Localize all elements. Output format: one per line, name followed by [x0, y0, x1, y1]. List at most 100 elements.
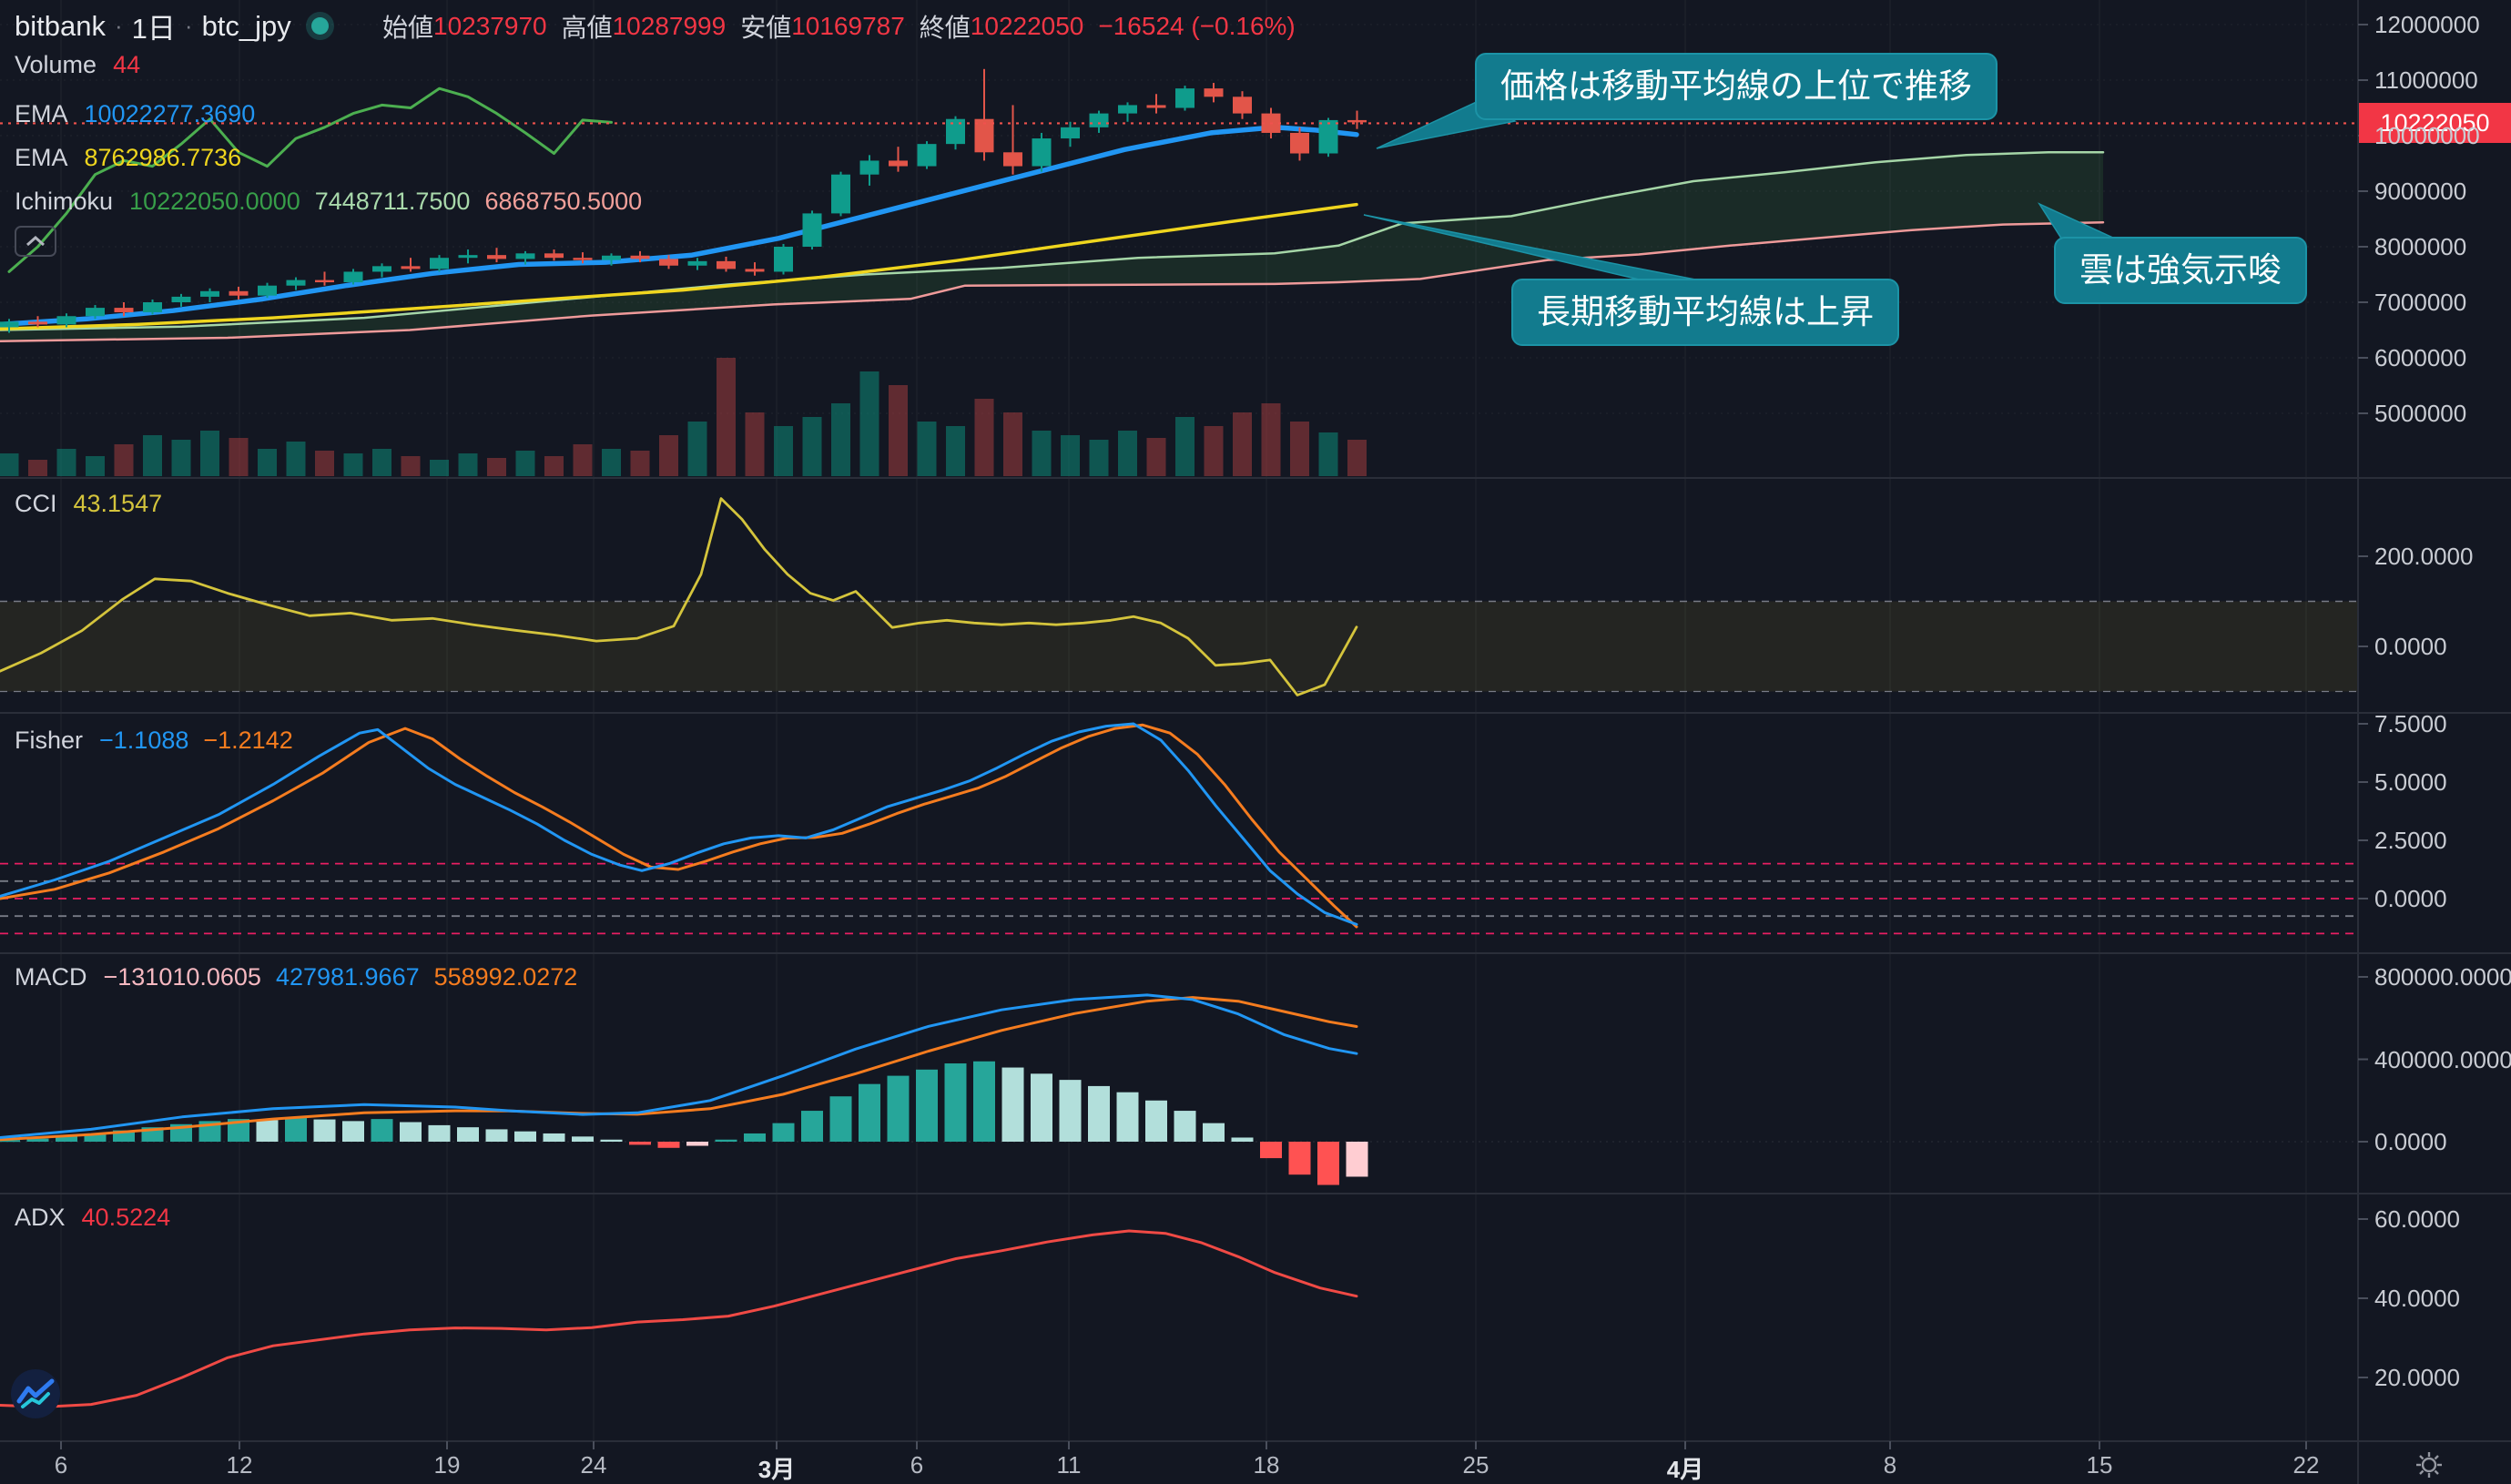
macd-histogram-bar	[572, 1136, 594, 1142]
fisher-trigger-value: −1.2142	[203, 727, 293, 754]
candle-body	[717, 260, 736, 269]
price-axis-label: 5000000	[2374, 400, 2467, 427]
volume-bar	[1290, 422, 1309, 476]
tradingview-logo-icon[interactable]	[11, 1369, 60, 1418]
candle-body	[114, 308, 134, 312]
macd-histogram-bar	[887, 1075, 910, 1142]
macd-signal-value: 558992.0272	[433, 963, 578, 991]
time-axis-label: 6	[910, 1451, 924, 1479]
macd-line	[0, 993, 1358, 1139]
legend-cci[interactable]: CCI 43.1547	[15, 490, 177, 518]
volume-bar	[372, 449, 391, 476]
macd-histogram-bar	[657, 1142, 680, 1148]
macd-histogram-bar	[56, 1136, 77, 1142]
candle-body	[859, 160, 879, 175]
volume-bar	[315, 451, 334, 476]
callout-price-above-ma[interactable]: 価格は移動平均線の上位で推移	[1475, 53, 1998, 121]
price-axis-label: 7000000	[2374, 289, 2467, 316]
macd-histogram-bar	[744, 1133, 766, 1142]
candle-body	[659, 259, 678, 266]
volume-bar	[1061, 435, 1080, 476]
volume-bar	[343, 453, 363, 476]
candle-body	[372, 266, 391, 272]
macd-histogram-bar	[485, 1129, 508, 1142]
fisher-line	[0, 722, 1358, 926]
symbol-name[interactable]: btc_jpy	[201, 9, 291, 42]
volume-bar	[229, 438, 249, 476]
high-value: 10287999	[612, 12, 727, 40]
macd-line-value: 427981.9667	[275, 963, 420, 991]
volume-bar	[802, 417, 822, 476]
legend-volume[interactable]: Volume 44	[15, 51, 155, 79]
price-axis-label: 0.0000	[2374, 885, 2447, 912]
fisher-value: −1.1088	[99, 727, 189, 754]
exchange-name[interactable]: bitbank	[15, 9, 106, 42]
open-value: 10237970	[433, 12, 547, 40]
macd-histogram-bar	[1088, 1085, 1110, 1142]
volume-bar	[573, 444, 593, 476]
candle-body	[171, 296, 191, 302]
candle-body	[200, 290, 219, 297]
candle-body	[258, 285, 277, 296]
callout-longterm-ma-up[interactable]: 長期移動平均線は上昇	[1511, 279, 1899, 347]
time-axis-month-label: 3月	[757, 1456, 796, 1483]
macd-histogram-bar	[1317, 1142, 1339, 1185]
legend-macd[interactable]: MACD −131010.0605 427981.9667 558992.027…	[15, 963, 592, 991]
volume-bar	[200, 431, 219, 476]
candle-body	[1118, 105, 1137, 114]
legend-ema-slow[interactable]: EMA 8762986.7736	[15, 144, 256, 172]
pane-collapse-button[interactable]	[15, 226, 56, 257]
macd-histogram-bar	[543, 1133, 565, 1142]
volume-bar	[1347, 440, 1367, 476]
volume-bar	[171, 440, 191, 476]
volume-bar	[487, 458, 506, 476]
price-axis-label: 60.0000	[2374, 1205, 2460, 1233]
candle-body	[487, 255, 506, 259]
senkou-a-line	[0, 151, 2105, 331]
macd-histogram-bar	[1031, 1073, 1052, 1142]
macd-histogram-bar	[715, 1139, 737, 1142]
time-axis-label: 25	[1462, 1451, 1489, 1479]
ohlc-row: 始値 10237970 高値 10287999 安値 10169787 終値 1…	[382, 8, 1310, 45]
volume-bar	[401, 456, 421, 476]
candle-body	[544, 253, 564, 259]
volume-bar	[1032, 431, 1052, 476]
time-axis-label: 11	[1056, 1451, 1082, 1479]
axis-settings-gear-icon[interactable]	[2413, 1449, 2445, 1480]
time-axis-month-label: 4月	[1666, 1456, 1704, 1483]
legend-ichimoku[interactable]: Ichimoku 10222050.0000 7448711.7500 6868…	[15, 188, 656, 216]
chevron-up-icon	[26, 235, 45, 247]
legend-fisher[interactable]: Fisher −1.1088 −1.2142	[15, 727, 308, 755]
symbol-header[interactable]: bitbank · 1日 · btc_jpy	[15, 5, 329, 46]
macd-histogram-bar	[1288, 1142, 1311, 1175]
ichimoku-value-1: 10222050.0000	[129, 188, 300, 215]
candle-body	[774, 247, 793, 272]
volume-bar	[630, 451, 650, 476]
volume-bar	[1318, 432, 1338, 476]
macd-histogram-bar	[1231, 1137, 1254, 1142]
volume-bar	[831, 403, 850, 476]
interval-label[interactable]: 1日	[131, 13, 176, 45]
candle-body	[515, 253, 535, 259]
candle-body	[630, 255, 650, 259]
ema-fast-line	[0, 125, 1359, 328]
candle-body	[687, 260, 707, 266]
callout-bullish-cloud[interactable]: 雲は強気示唆	[2054, 237, 2307, 305]
legend-ema-fast[interactable]: EMA 10022277.3690	[15, 100, 269, 128]
candle-body	[1003, 152, 1022, 167]
macd-hist-value: −131010.0605	[103, 963, 261, 991]
macd-histogram-bar	[600, 1139, 623, 1142]
candle-body	[1175, 88, 1195, 108]
candle-body	[1290, 132, 1309, 154]
time-axis-label: 12	[226, 1451, 253, 1479]
volume-bar	[774, 426, 793, 476]
legend-adx[interactable]: ADX 40.5224	[15, 1204, 185, 1232]
macd-histogram-bar	[26, 1138, 49, 1142]
volume-bar	[28, 460, 47, 476]
candle-body	[343, 271, 363, 283]
ema-fast-label: EMA	[15, 100, 68, 127]
cci-label: CCI	[15, 490, 57, 517]
macd-histogram-bar	[84, 1133, 107, 1142]
volume-bar	[917, 422, 937, 476]
